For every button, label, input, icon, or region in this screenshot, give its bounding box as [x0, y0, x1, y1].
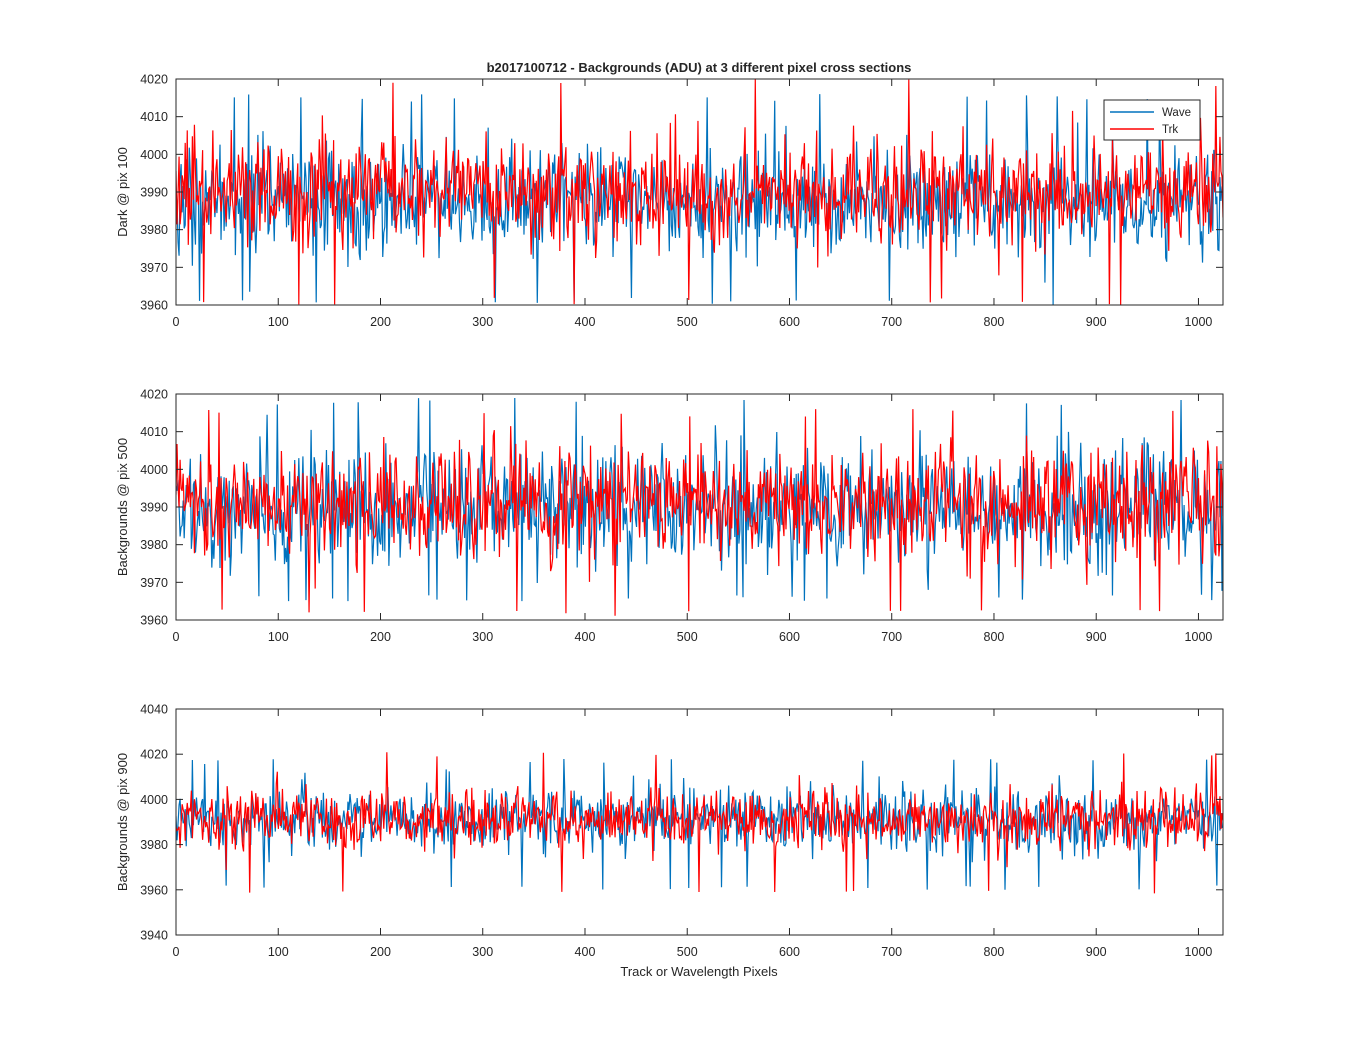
y-tick-label: 4010 — [140, 110, 168, 124]
y-tick-label: 3960 — [140, 614, 168, 628]
y-tick-label: 4040 — [140, 703, 168, 717]
y-tick-label: 3980 — [140, 538, 168, 552]
y-tick-label: 3960 — [140, 299, 168, 313]
y-tick-label: 4020 — [140, 388, 168, 402]
legend-box — [1103, 99, 1201, 141]
x-tick-label: 300 — [472, 315, 493, 329]
x-tick-label: 100 — [268, 945, 289, 959]
y-axis-label: Backgrounds @ pix 500 — [115, 438, 130, 576]
axes-box — [175, 708, 1224, 936]
x-tick-label: 900 — [1086, 630, 1107, 644]
y-tick-label: 3970 — [140, 576, 168, 590]
x-tick-label: 800 — [984, 315, 1005, 329]
x-tick-label: 200 — [370, 315, 391, 329]
y-tick-label: 3960 — [140, 883, 168, 897]
x-tick-label: 200 — [370, 630, 391, 644]
x-tick-label: 500 — [677, 315, 698, 329]
series-line-trk — [176, 409, 1223, 616]
x-tick-label: 1000 — [1185, 945, 1213, 959]
y-tick-label: 4000 — [140, 148, 168, 162]
x-tick-label: 1000 — [1185, 315, 1213, 329]
x-tick-label: 1000 — [1185, 630, 1213, 644]
series-line-trk — [176, 79, 1223, 305]
x-axis-label: Track or Wavelength Pixels — [620, 964, 778, 979]
x-tick-label: 700 — [881, 630, 902, 644]
y-tick-label: 4010 — [140, 425, 168, 439]
legend-label-trk: Trk — [1162, 124, 1178, 136]
y-tick-label: 3990 — [140, 186, 168, 200]
legend: Wave Trk — [1103, 99, 1201, 141]
x-tick-label: 100 — [268, 630, 289, 644]
y-axis-label: Dark @ pix 100 — [115, 147, 130, 237]
x-tick-label: 800 — [984, 630, 1005, 644]
x-tick-label: 600 — [779, 315, 800, 329]
x-tick-label: 0 — [173, 945, 180, 959]
x-tick-label: 500 — [677, 630, 698, 644]
x-tick-label: 900 — [1086, 945, 1107, 959]
y-tick-label: 3940 — [140, 929, 168, 943]
axes-root: 0 100 200 300 400 500 600 700 800 900 100039603970… — [115, 73, 1224, 959]
x-tick-label: 300 — [472, 630, 493, 644]
series-line-trk — [176, 752, 1223, 894]
x-tick-label: 600 — [779, 630, 800, 644]
x-tick-label: 0 — [173, 630, 180, 644]
x-tick-label: 500 — [677, 945, 698, 959]
x-tick-label: 700 — [881, 315, 902, 329]
y-tick-label: 4000 — [140, 463, 168, 477]
y-tick-label: 3990 — [140, 501, 168, 515]
x-tick-label: 400 — [575, 945, 596, 959]
figure-title: b2017100712 - Backgrounds (ADU) at 3 dif… — [487, 60, 912, 75]
x-tick-label: 0 — [173, 315, 180, 329]
x-tick-label: 800 — [984, 945, 1005, 959]
legend-label-wave: Wave — [1162, 107, 1191, 119]
x-tick-label: 900 — [1086, 315, 1107, 329]
x-tick-label: 600 — [779, 945, 800, 959]
y-tick-label: 4020 — [140, 748, 168, 762]
x-tick-label: 400 — [575, 315, 596, 329]
y-tick-label: 4020 — [140, 73, 168, 87]
subplot-2: 0 100 200 300 400 500 600 700 800 900 1000 3960 3970… — [115, 388, 1224, 644]
y-tick-label: 3980 — [140, 838, 168, 852]
x-tick-label: 700 — [881, 945, 902, 959]
x-tick-label: 400 — [575, 630, 596, 644]
subplot-1: 0 100 200 300 400 500 600 700 800 900 1000 3960 3970… — [115, 73, 1224, 329]
x-tick-label: 100 — [268, 315, 289, 329]
x-tick-label: 300 — [472, 945, 493, 959]
y-axis-label: Backgrounds @ pix 900 — [115, 753, 130, 891]
y-tick-label: 3980 — [140, 223, 168, 237]
x-tick-label: 200 — [370, 945, 391, 959]
y-tick-label: 3970 — [140, 261, 168, 275]
y-tick-label: 4000 — [140, 793, 168, 807]
subplot-3: 0 100 200 300 400 500 600 700 800 900 1000 3940 3960… — [115, 703, 1224, 959]
